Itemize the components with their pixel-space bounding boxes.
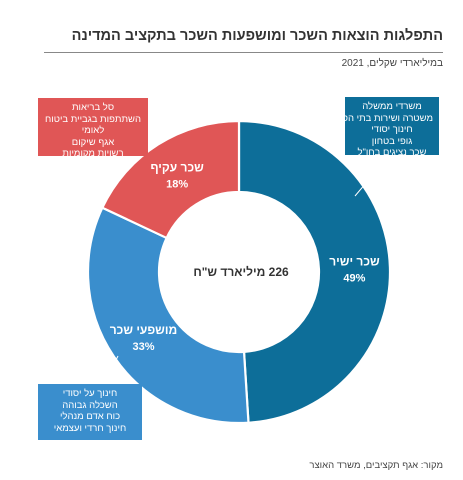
callout-indirect-item: השתתפות בגביית ביטוח	[45, 113, 141, 125]
callout-direct-salary: משרדי ממשלה משטרה ושירות בתי הסוהר חינוך…	[328, 97, 439, 170]
center-total-label: 226 מיליארד ש"ח	[193, 265, 289, 279]
connector-indirect	[91, 158, 115, 183]
callout-direct-item: משטרה ושירות בתי הסוהר	[328, 112, 433, 124]
slice-percent-indirect: 18%	[166, 178, 188, 190]
slice-label-indirect: שכר עקיף	[150, 160, 204, 174]
callout-influenced-item: השכלה גבוהה	[62, 399, 118, 411]
source-note: מקור: אגף תקציבים, משרד האוצר	[309, 460, 443, 471]
slice-label-direct: שכר ישיר	[329, 254, 380, 268]
callout-direct-item: משרדי ממשלה	[362, 101, 422, 112]
chart-subtitle: במיליארדי שקלים, 2021	[341, 58, 443, 69]
callout-direct-item: שכר נציגים בחו"ל	[357, 147, 427, 158]
callout-influenced-item: חינוך על יסודי	[62, 388, 118, 399]
callout-influenced-item: כוח אדם מנהלי	[59, 411, 121, 422]
callout-direct-item: גמלאות	[376, 158, 408, 170]
slice-influenced	[86, 206, 250, 425]
title-divider	[44, 52, 443, 53]
slice-percent-influenced: 33%	[132, 341, 154, 353]
slice-direct	[237, 119, 392, 424]
callout-indirect-item: אגף שיקום	[71, 136, 115, 148]
callout-indirect-item: לאומי	[81, 125, 105, 136]
callout-direct-item: חינוך יסודי	[371, 124, 413, 135]
connector-direct	[354, 158, 373, 197]
connector-influenced	[99, 355, 119, 385]
callout-indirect-item: סל בריאות	[71, 102, 115, 113]
chart-title: התפלגות הוצאות השכר ומושפעות השכר בתקציב…	[71, 28, 443, 44]
callout-salary-influenced: חינוך על יסודי השכלה גבוהה כוח אדם מנהלי…	[38, 384, 142, 440]
callout-influenced-item: חינוך חרדי ועצמאי	[53, 422, 127, 434]
callout-indirect-salary: סל בריאות השתתפות בגביית ביטוח לאומי אגף…	[38, 98, 148, 159]
callout-indirect-item: רשויות מקומיות	[62, 148, 124, 159]
callout-direct-item: גופי בטחון	[371, 135, 413, 147]
slice-indirect	[100, 119, 241, 240]
slice-percent-direct: 49%	[343, 272, 365, 284]
slice-label-influenced: מושפעי שכר	[110, 323, 177, 337]
